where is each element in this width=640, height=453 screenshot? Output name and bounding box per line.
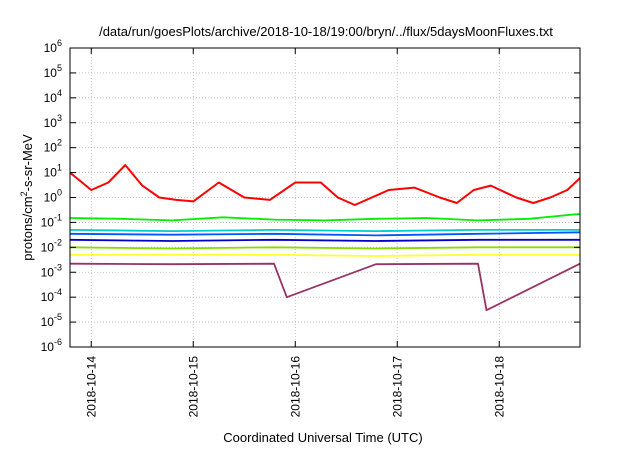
- y-tick-label: 104: [44, 88, 62, 105]
- y-axis-label-sup: 2: [19, 191, 29, 196]
- series-line-2: [69, 213, 581, 222]
- y-tick-base: 10: [44, 91, 58, 105]
- y-tick-label: 100: [44, 188, 62, 205]
- y-axis-label-rest: -s-sr-MeV: [20, 134, 35, 191]
- y-tick-label: 10-5: [41, 312, 62, 329]
- y-tick-base: 10: [41, 315, 55, 329]
- y-tick-label: 10-1: [41, 212, 62, 229]
- y-tick-exponent: -6: [54, 337, 62, 347]
- y-tick-exponent: 5: [57, 63, 62, 73]
- y-tick-exponent: 1: [57, 163, 62, 173]
- y-tick-base: 10: [41, 240, 55, 254]
- y-tick-base: 10: [41, 340, 55, 354]
- y-tick-base: 10: [44, 116, 58, 130]
- y-tick-base: 10: [44, 166, 58, 180]
- y-tick-base: 10: [44, 191, 58, 205]
- y-tick-exponent: -5: [54, 312, 62, 322]
- series-line-7: [70, 253, 580, 257]
- y-tick-base: 10: [41, 215, 55, 229]
- y-axis-label-main: protons/cm: [20, 196, 35, 260]
- x-tick-label: 2018-10-18: [492, 356, 506, 418]
- series-line-3: [69, 228, 580, 233]
- x-tick-label: 2018-10-17: [390, 356, 404, 418]
- y-axis-label: protons/cm2-s-sr-MeV: [19, 134, 35, 261]
- series-group: [69, 164, 581, 312]
- y-tick-label: 101: [44, 163, 62, 180]
- y-tick-label: 106: [44, 38, 62, 55]
- y-tick-base: 10: [44, 141, 58, 155]
- y-tick-label: 102: [44, 138, 62, 155]
- y-tick-exponent: 0: [57, 188, 62, 198]
- y-tick-label: 10-6: [41, 337, 62, 354]
- y-tick-base: 10: [41, 265, 55, 279]
- y-tick-label: 105: [44, 63, 62, 80]
- series-line-6: [69, 246, 580, 250]
- y-tick-label: 10-4: [41, 287, 62, 304]
- x-tick-label: 2018-10-16: [288, 356, 302, 418]
- y-tick-base: 10: [44, 66, 58, 80]
- ticks: 10-610-510-410-310-210-11001011021031041…: [41, 38, 580, 417]
- y-tick-exponent: 2: [57, 138, 62, 148]
- x-tick-label: 2018-10-15: [186, 356, 200, 418]
- y-tick-label: 10-2: [41, 237, 62, 254]
- y-tick-exponent: 3: [57, 113, 62, 123]
- y-tick-exponent: -2: [54, 237, 62, 247]
- y-tick-label: 103: [44, 113, 62, 130]
- series-line-8: [69, 262, 581, 312]
- y-tick-exponent: -3: [54, 262, 62, 272]
- y-tick-exponent: -4: [54, 287, 62, 297]
- x-tick-label: 2018-10-14: [84, 356, 98, 418]
- y-tick-base: 10: [41, 290, 55, 304]
- y-tick-base: 10: [44, 41, 58, 55]
- y-tick-label: 10-3: [41, 262, 62, 279]
- grid: [70, 48, 580, 347]
- chart-title: /data/run/goesPlots/archive/2018-10-18/1…: [99, 24, 553, 39]
- y-tick-exponent: 4: [57, 88, 62, 98]
- x-axis-label: Coordinated Universal Time (UTC): [223, 430, 422, 445]
- series-line-5: [69, 238, 580, 242]
- series-line-1: [69, 164, 581, 206]
- series-line-4: [69, 231, 581, 237]
- y-tick-exponent: -1: [54, 212, 62, 222]
- y-tick-exponent: 6: [57, 38, 62, 48]
